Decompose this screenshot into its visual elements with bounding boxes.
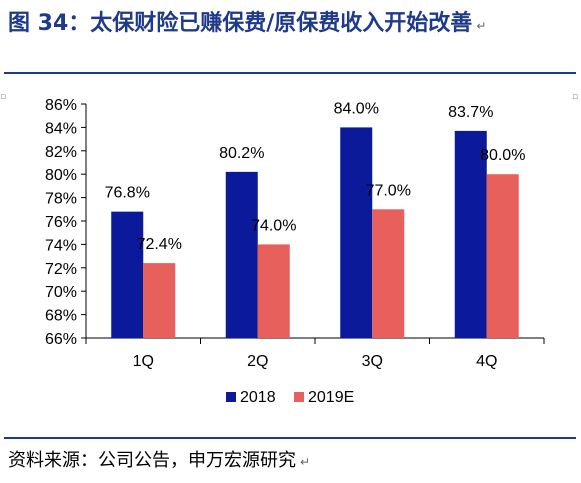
- data-label: 76.8%: [105, 185, 150, 202]
- y-tick-label: 74%: [45, 237, 77, 254]
- bar-2019E-3Q: [372, 209, 405, 338]
- bar-2019E-2Q: [257, 244, 290, 338]
- data-label: 80.0%: [480, 147, 525, 164]
- source-text: 资料来源：公司公告，申万宏源研究: [8, 450, 296, 471]
- data-label: 84.0%: [334, 100, 379, 117]
- bar-2019E-4Q: [486, 174, 519, 338]
- legend-label-2019E: 2019E: [308, 389, 354, 406]
- x-category-label: 4Q: [476, 353, 497, 370]
- figure-title-text: 图 34：太保财险已赚保费/原保费收入开始改善: [8, 11, 473, 36]
- bottom-divider: [4, 437, 576, 439]
- chart-figure-title: 图 34：太保财险已赚保费/原保费收入开始改善 ↵: [8, 6, 486, 42]
- x-category-label: 1Q: [133, 353, 154, 370]
- bar-2019E-1Q: [143, 263, 176, 338]
- data-label: 74.0%: [251, 217, 296, 234]
- bar-2018-4Q: [454, 130, 487, 338]
- y-tick-label: 82%: [45, 144, 77, 161]
- right-margin-mark-icon: ▫: [572, 92, 579, 102]
- y-tick-label: 86%: [45, 97, 77, 114]
- y-tick-label: 66%: [45, 331, 77, 348]
- y-tick-label: 76%: [45, 214, 77, 231]
- x-category-label: 2Q: [247, 353, 268, 370]
- data-label: 77.0%: [366, 182, 411, 199]
- bar-2018-2Q: [225, 171, 258, 338]
- left-margin-mark-icon: ▫: [0, 92, 7, 102]
- top-divider: [4, 72, 576, 74]
- data-label: 80.2%: [219, 145, 264, 162]
- y-tick-label: 80%: [45, 167, 77, 184]
- x-category-label: 3Q: [362, 353, 383, 370]
- source-note: 资料来源：公司公告，申万宏源研究 ↵: [8, 446, 310, 476]
- bar-chart: 66% 68% 70% 72% 74% 76% 78% 80% 82% 84% 86% 1Q 76.8%…: [45, 97, 545, 406]
- bar-2018-1Q: [111, 211, 144, 338]
- data-label: 72.4%: [137, 236, 182, 253]
- legend-label-2018: 2018: [240, 389, 276, 406]
- paragraph-mark-icon: ↵: [476, 19, 487, 33]
- y-tick-label: 78%: [45, 191, 77, 208]
- legend-swatch-2018: [226, 392, 236, 402]
- y-tick-label: 70%: [45, 284, 77, 301]
- bar-2018-3Q: [340, 127, 373, 339]
- y-tick-label: 68%: [45, 308, 77, 325]
- data-label: 83.7%: [448, 104, 493, 121]
- legend-swatch-2019E: [294, 392, 304, 402]
- y-tick-label: 84%: [45, 120, 77, 137]
- paragraph-mark-icon: ↵: [300, 455, 311, 469]
- y-tick-label: 72%: [45, 261, 77, 278]
